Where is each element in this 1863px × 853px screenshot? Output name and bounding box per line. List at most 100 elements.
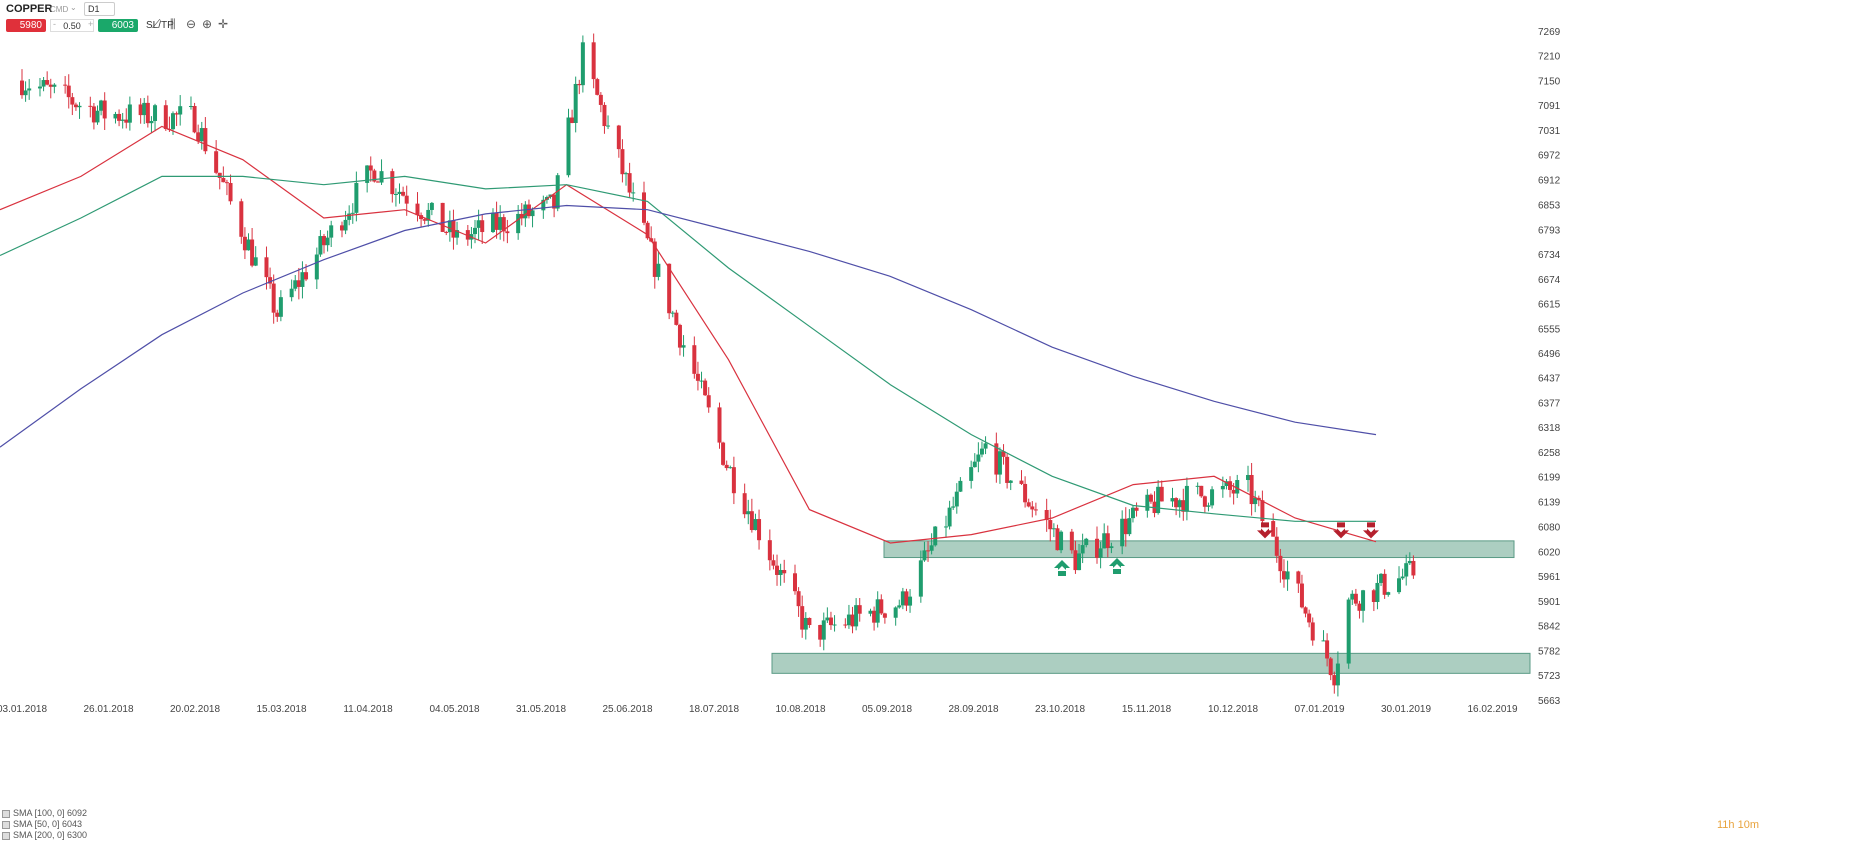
candle <box>480 214 485 244</box>
candle <box>494 201 499 239</box>
y-tick-label: 6793 <box>1538 225 1561 236</box>
legend-item-sma200[interactable]: SMA [200, 0] 6300 <box>2 830 87 841</box>
x-tick-label: 23.10.2018 <box>1035 704 1085 715</box>
sltp-button[interactable]: SL/TP <box>146 20 174 31</box>
candle <box>627 162 632 198</box>
candle <box>275 309 280 322</box>
candle <box>1051 523 1056 538</box>
candle <box>926 541 931 562</box>
candle <box>393 188 398 207</box>
zoom-out-icon[interactable]: ⊖ <box>186 17 197 31</box>
candle <box>45 71 50 86</box>
candle <box>264 246 269 290</box>
line-chart-icon[interactable]: ⟋ <box>152 17 161 31</box>
candle <box>782 559 787 583</box>
candle <box>1404 554 1409 586</box>
candle <box>641 181 646 226</box>
candle <box>329 220 334 247</box>
candle <box>681 335 686 357</box>
candle <box>695 361 700 391</box>
chevron-down-icon[interactable]: ⌄ <box>70 3 77 12</box>
candle <box>721 441 726 466</box>
candle <box>775 554 780 586</box>
candle <box>1181 488 1186 521</box>
y-tick-label: 7031 <box>1538 126 1561 137</box>
candle <box>1353 588 1358 607</box>
candle <box>1077 544 1082 571</box>
candle <box>163 100 168 131</box>
candle <box>746 499 751 525</box>
candle <box>473 219 478 244</box>
buy-signal-arrow <box>1054 560 1070 577</box>
candle <box>800 595 805 638</box>
candle <box>1105 525 1110 558</box>
candle <box>1346 597 1351 669</box>
indicators-icon[interactable]: ⫼ <box>170 17 176 31</box>
candle <box>296 267 301 300</box>
candle <box>1055 524 1060 551</box>
sell-button[interactable]: 5980 <box>6 19 46 32</box>
candle <box>142 97 147 124</box>
y-tick-label: 5782 <box>1538 646 1561 657</box>
candle <box>228 174 233 205</box>
legend-item-sma50[interactable]: SMA [50, 0] 6043 <box>2 819 87 830</box>
indicator-legend: SMA [100, 0] 6092 SMA [50, 0] 6043 SMA [… <box>2 808 87 841</box>
support-zones <box>771 540 1531 674</box>
candle <box>372 168 377 183</box>
buy-button[interactable]: 6003 <box>98 19 138 32</box>
candle <box>127 96 132 131</box>
y-tick-label: 6080 <box>1538 522 1561 533</box>
candle <box>1199 485 1204 498</box>
candle <box>1371 588 1376 612</box>
x-tick-label: 04.05.2018 <box>429 704 479 715</box>
candle <box>832 615 837 632</box>
timeframe-select[interactable]: D1 <box>84 2 115 16</box>
candle <box>447 210 452 242</box>
candle <box>1145 489 1150 518</box>
candle <box>1033 502 1038 516</box>
candle <box>897 599 902 609</box>
candle <box>1246 465 1251 492</box>
x-tick-label: 15.03.2018 <box>256 704 306 715</box>
legend-item-sma100[interactable]: SMA [100, 0] 6092 <box>2 808 87 819</box>
zoom-in-icon[interactable]: ⊕ <box>202 17 213 31</box>
candle <box>325 230 330 252</box>
x-tick-label: 15.11.2018 <box>1122 704 1172 715</box>
x-tick-label: 16.02.2019 <box>1467 704 1517 715</box>
candle <box>1303 606 1308 618</box>
candlesticks <box>20 33 1416 697</box>
candle <box>113 111 118 124</box>
candle <box>706 387 711 413</box>
candle <box>757 509 762 550</box>
candle <box>771 554 776 570</box>
candle <box>199 121 204 150</box>
candle <box>149 116 154 134</box>
candle <box>419 212 424 227</box>
legend-swatch <box>2 831 10 840</box>
candle <box>1202 495 1207 514</box>
candle <box>922 541 927 562</box>
x-tick-label: 18.07.2018 <box>689 704 739 715</box>
candle <box>1109 542 1114 554</box>
y-tick-label: 6972 <box>1538 151 1561 162</box>
candle <box>1023 476 1028 508</box>
y-tick-label: 6555 <box>1538 324 1561 335</box>
candle <box>1084 537 1089 548</box>
candle <box>476 209 481 241</box>
candle <box>221 166 226 183</box>
symbol-name[interactable]: COPPER <box>6 3 53 15</box>
candle <box>742 483 747 519</box>
candle <box>731 456 736 505</box>
candle <box>1382 569 1387 599</box>
crosshair-icon[interactable]: ✛ <box>218 17 229 31</box>
candle <box>224 179 229 196</box>
sma-line <box>0 204 1377 448</box>
x-tick-label: 28.09.2018 <box>948 704 998 715</box>
candle <box>753 513 758 531</box>
lot-increase-button[interactable]: + <box>88 19 94 29</box>
lot-decrease-button[interactable]: - <box>53 19 56 29</box>
lot-size-input[interactable]: 0.50 <box>50 19 94 32</box>
candle <box>1278 548 1283 583</box>
candle <box>904 588 909 612</box>
